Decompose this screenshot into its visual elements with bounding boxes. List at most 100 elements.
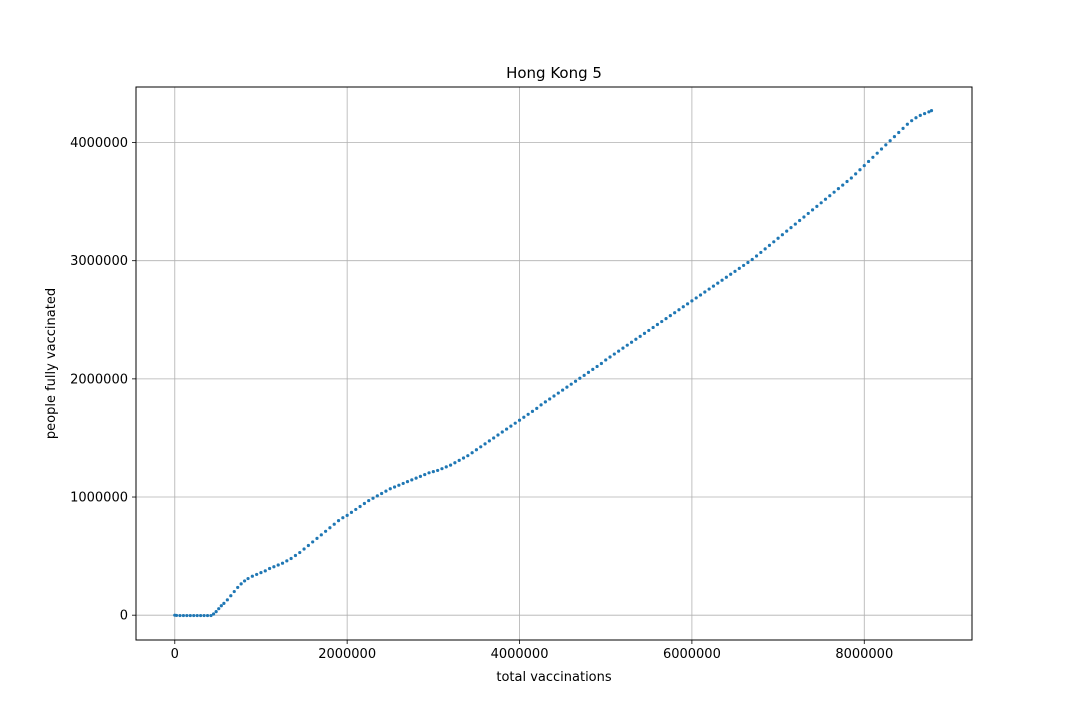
data-point: [772, 240, 776, 244]
data-point: [276, 563, 280, 567]
data-point: [707, 287, 711, 291]
data-point: [854, 172, 858, 176]
data-point: [836, 187, 841, 191]
data-point: [293, 553, 298, 558]
data-point: [192, 613, 196, 618]
data-point: [746, 260, 750, 265]
data-point: [324, 529, 328, 533]
data-point: [263, 569, 267, 573]
data-point: [362, 501, 366, 506]
data-point: [242, 579, 247, 583]
data-point: [500, 430, 504, 434]
data-point: [202, 613, 206, 618]
data-point: [255, 572, 259, 577]
x-tick-label: 0: [171, 647, 179, 662]
data-point: [879, 147, 884, 151]
data-point: [914, 116, 918, 120]
data-point: [401, 481, 405, 486]
data-point: [892, 135, 897, 139]
data-point: [647, 328, 651, 333]
data-point: [457, 458, 461, 462]
data-point: [711, 284, 716, 288]
data-point: [793, 222, 797, 226]
data-point: [905, 122, 909, 126]
data-point: [694, 296, 698, 300]
data-point: [470, 451, 474, 455]
data-point: [246, 576, 250, 581]
x-tick-label: 8000000: [835, 647, 893, 662]
data-point: [336, 519, 341, 523]
data-point: [496, 433, 500, 437]
data-point: [767, 243, 772, 247]
data-point: [217, 607, 221, 611]
data-point: [690, 299, 694, 303]
data-point: [539, 403, 543, 407]
data-point: [431, 470, 435, 474]
data-point: [530, 409, 535, 413]
data-point: [629, 340, 634, 344]
data-point: [410, 478, 414, 482]
data-point: [929, 109, 934, 113]
data-point: [871, 155, 875, 159]
data-point: [384, 489, 388, 493]
data-point: [280, 561, 285, 565]
data-point: [375, 494, 379, 498]
data-point: [789, 226, 793, 230]
data-point: [733, 269, 737, 273]
y-axis-ticks: 0 1000000 2000000 3000000 4000000: [70, 136, 136, 624]
data-point: [599, 361, 604, 366]
y-tick-label: 3000000: [70, 254, 128, 269]
data-point: [211, 612, 216, 616]
data-point: [388, 487, 392, 491]
data-point: [750, 257, 754, 262]
data-point: [509, 424, 513, 428]
data-point: [392, 485, 397, 489]
data-point: [927, 110, 931, 114]
data-point: [232, 589, 236, 594]
data-point: [604, 358, 608, 362]
data-point: [785, 229, 789, 233]
data-point: [875, 151, 879, 155]
data-point: [543, 400, 547, 404]
data-point: [582, 373, 586, 377]
data-point: [440, 467, 444, 471]
data-point: [569, 382, 573, 386]
data-point: [448, 463, 453, 467]
data-point: [259, 571, 263, 575]
data-point: [578, 376, 582, 380]
data-point: [188, 613, 192, 618]
data-point: [866, 159, 871, 164]
data-point: [504, 427, 509, 431]
data-point: [354, 507, 358, 512]
data-point: [526, 412, 530, 416]
data-point: [922, 111, 927, 116]
data-point: [703, 290, 707, 294]
data-point: [181, 613, 186, 618]
data-point: [205, 613, 210, 618]
data-point: [638, 334, 642, 338]
data-point: [199, 613, 203, 618]
data-point: [250, 574, 254, 578]
data-point: [724, 275, 728, 279]
data-point: [776, 236, 780, 240]
data-point: [729, 272, 733, 276]
data-point: [780, 233, 784, 237]
data-point: [681, 305, 685, 309]
data-point: [918, 113, 922, 117]
data-point: [806, 211, 810, 216]
data-point: [302, 547, 306, 551]
data-point: [884, 143, 888, 147]
data-point: [289, 556, 293, 561]
data-point: [315, 536, 319, 540]
y-tick-label: 2000000: [70, 372, 128, 387]
data-point: [832, 190, 836, 194]
data-point: [737, 266, 741, 270]
data-point: [367, 498, 371, 503]
data-point: [236, 585, 240, 590]
data-point: [341, 516, 345, 520]
data-point: [298, 550, 302, 555]
data-point: [828, 194, 832, 198]
y-tick-label: 1000000: [70, 491, 128, 506]
data-point: [608, 355, 612, 359]
